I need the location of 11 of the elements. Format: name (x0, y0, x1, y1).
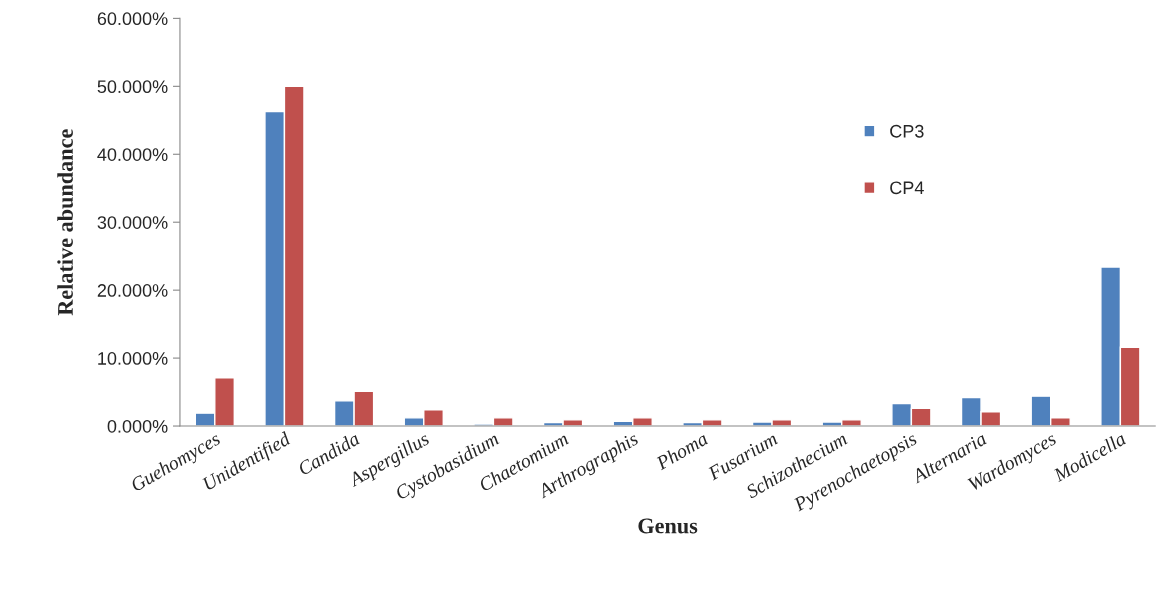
legend-label: CP4 (890, 181, 924, 195)
y-tick-label: 10.000% (98, 352, 168, 365)
y-tick-label: 60.000% (97, 12, 168, 26)
y-tick-label: 50.000% (97, 80, 168, 94)
y-tick-label: 20.000% (97, 284, 168, 297)
x-axis-title: Genus (638, 518, 698, 534)
legend-label: CP3 (890, 124, 924, 138)
y-tick-label: 30.000% (97, 216, 168, 229)
y-tick-label: 40.000% (97, 148, 168, 161)
y-tick-label: 0.000% (107, 419, 168, 433)
y-axis-title: Relative abundance (57, 129, 73, 316)
